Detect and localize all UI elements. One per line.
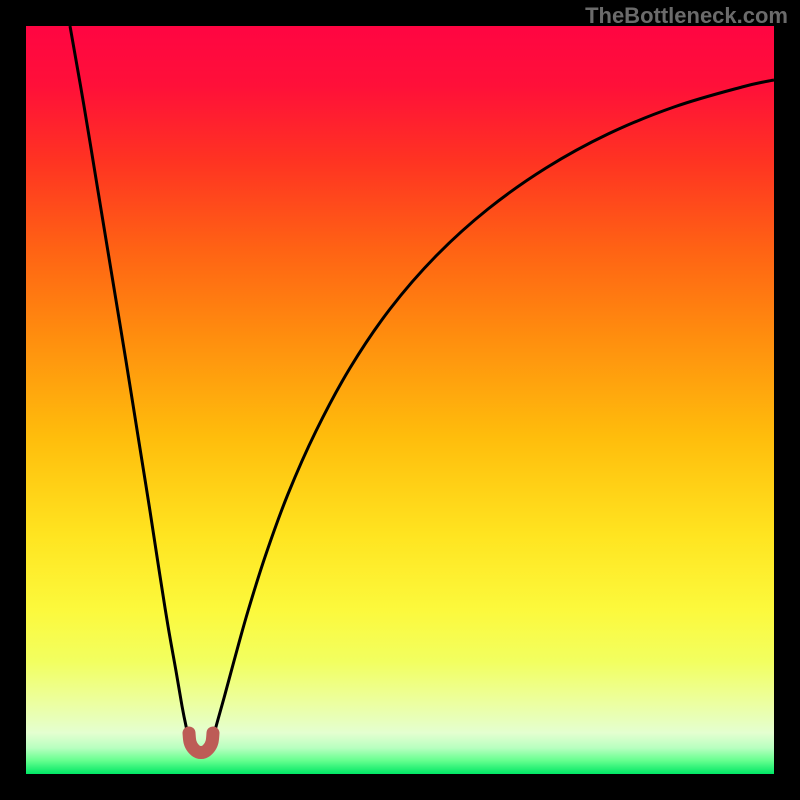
watermark-text: TheBottleneck.com	[585, 3, 788, 29]
chart-svg	[26, 26, 774, 774]
gradient-background	[26, 26, 774, 774]
chart-frame	[0, 0, 800, 800]
